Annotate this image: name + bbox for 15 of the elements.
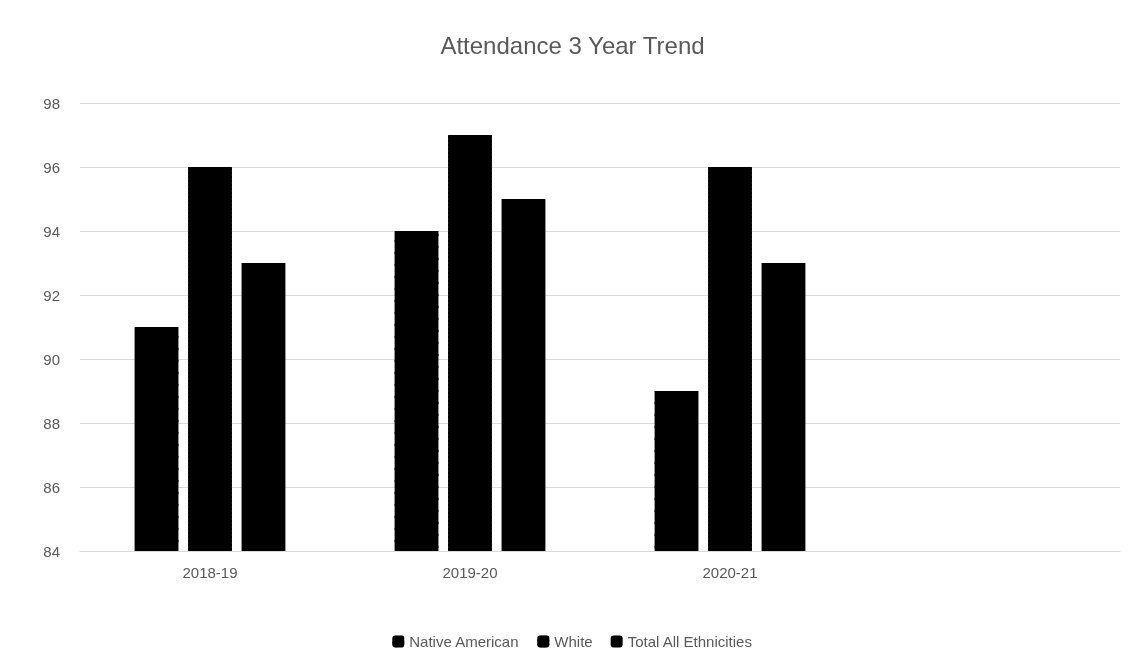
- legend-label: White: [554, 633, 593, 650]
- y-tick-label: 96: [43, 158, 60, 176]
- y-tick-label: 88: [43, 414, 60, 432]
- y-tick-label: 86: [43, 478, 60, 496]
- legend-label: Total All Ethnicities: [627, 633, 752, 650]
- legend-label: Native American: [409, 633, 519, 650]
- y-tick-label: 84: [43, 542, 60, 560]
- x-tick-label: 2019-20: [442, 564, 498, 581]
- y-tick-label: 94: [43, 222, 60, 240]
- y-tick-label: 90: [43, 350, 60, 368]
- x-tick-label: 2018-19: [182, 564, 238, 581]
- x-tick-label: 2020-21: [702, 564, 758, 581]
- y-tick-label: 92: [43, 286, 60, 304]
- chart-title: Attendance 3 Year Trend: [440, 31, 705, 59]
- y-tick-label: 98: [43, 94, 60, 112]
